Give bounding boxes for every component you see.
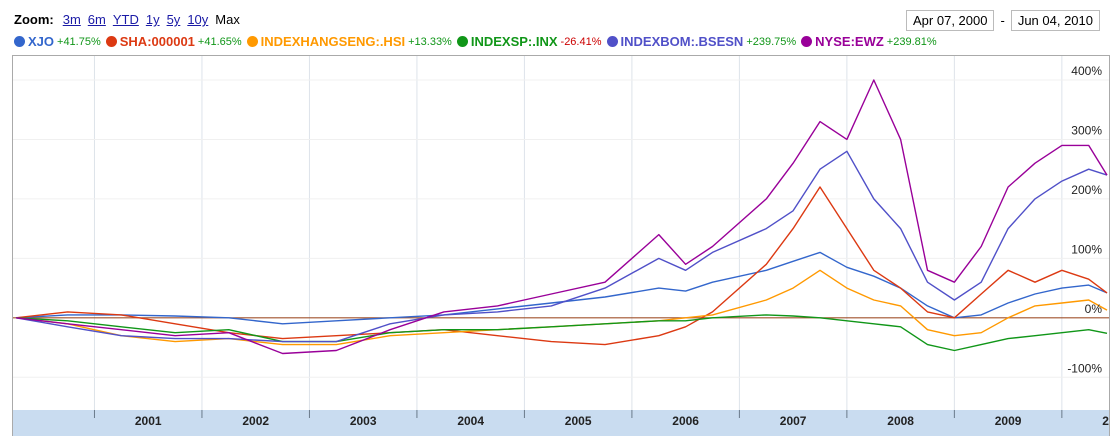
legend-item[interactable]: SHA:000001 +41.65% <box>105 34 242 49</box>
zoom-option: Max <box>215 12 240 27</box>
legend-dot <box>606 36 618 47</box>
legend-item[interactable]: INDEXBOM:.BSESN +239.75% <box>606 34 797 49</box>
legend-dot <box>246 36 258 47</box>
series-line <box>15 314 1108 352</box>
date-range: Apr 07, 2000 - Jun 04, 2010 <box>906 10 1100 31</box>
legend-change: +239.81% <box>886 35 937 48</box>
x-tick-label: 2009 <box>995 414 1022 428</box>
x-tick-label: 2001 <box>135 414 162 428</box>
zoom-bar: Zoom: 3m 6m YTD 1y 5y 10y Max <box>14 12 240 27</box>
x-tick-label: 2004 <box>457 414 484 428</box>
series-line <box>15 251 1108 325</box>
legend-dot <box>105 36 117 47</box>
legend-dot <box>14 36 25 47</box>
start-date[interactable]: Apr 07, 2000 <box>906 10 995 31</box>
zoom-option[interactable]: 6m <box>87 12 106 27</box>
plot-frame <box>12 55 1110 436</box>
x-tick-label: 2006 <box>672 414 699 428</box>
zoom-option[interactable]: YTD <box>112 12 139 27</box>
legend-name: NYSE:EWZ <box>815 34 884 49</box>
legend-item[interactable]: INDEXHANGSENG:.HSI +13.33% <box>246 34 452 49</box>
legend-change: +13.33% <box>408 35 452 48</box>
zoom-option[interactable]: 1y <box>145 12 160 27</box>
legend-dot <box>456 36 468 47</box>
zoom-option[interactable]: 10y <box>187 12 209 27</box>
x-tick-label: 2007 <box>780 414 807 428</box>
series-line <box>15 79 1108 355</box>
x-tick-label: 2010 <box>1102 414 1118 428</box>
x-tick-label: 2005 <box>565 414 592 428</box>
end-date[interactable]: Jun 04, 2010 <box>1010 10 1100 31</box>
zoom-option[interactable]: 3m <box>62 12 81 27</box>
zoom-label: Zoom: <box>14 12 54 27</box>
legend-change: -26.41% <box>560 35 602 48</box>
x-tick-label: 2003 <box>350 414 377 428</box>
series-line <box>15 186 1108 346</box>
series-line <box>15 150 1108 343</box>
y-tick-label: 300% <box>1071 124 1102 138</box>
legend-name: SHA:000001 <box>119 34 195 49</box>
date-separator: - <box>1000 13 1005 28</box>
y-tick-label: 400% <box>1071 64 1102 78</box>
legend-name: INDEXBOM:.BSESN <box>620 34 744 49</box>
series-line <box>15 269 1108 346</box>
zoom-option[interactable]: 5y <box>166 12 181 27</box>
legend-item[interactable]: INDEXSP:.INX -26.41% <box>456 34 602 49</box>
legend-item[interactable]: NYSE:EWZ +239.81% <box>801 34 937 49</box>
x-tick-label: 2008 <box>887 414 914 428</box>
x-tick-label: 2002 <box>242 414 269 428</box>
legend-change: +41.65% <box>197 35 242 48</box>
legend-name: XJO <box>28 34 55 49</box>
y-tick-label: 100% <box>1071 243 1102 257</box>
legend-change: +41.75% <box>57 35 101 48</box>
legend-item[interactable]: XJO +41.75% <box>14 34 101 49</box>
legend-name: INDEXHANGSENG:.HSI <box>260 34 406 49</box>
y-tick-label: 200% <box>1071 183 1102 197</box>
legend-dot <box>801 36 813 47</box>
legend: XJO +41.75% SHA:000001 +41.65% INDEXHANGSENG… <box>14 34 937 49</box>
legend-name: INDEXSP:.INX <box>470 34 558 49</box>
time-axis-band <box>13 410 1109 436</box>
y-tick-label: 0% <box>1085 302 1103 316</box>
y-tick-label: -100% <box>1067 361 1102 375</box>
legend-change: +239.75% <box>746 35 797 48</box>
